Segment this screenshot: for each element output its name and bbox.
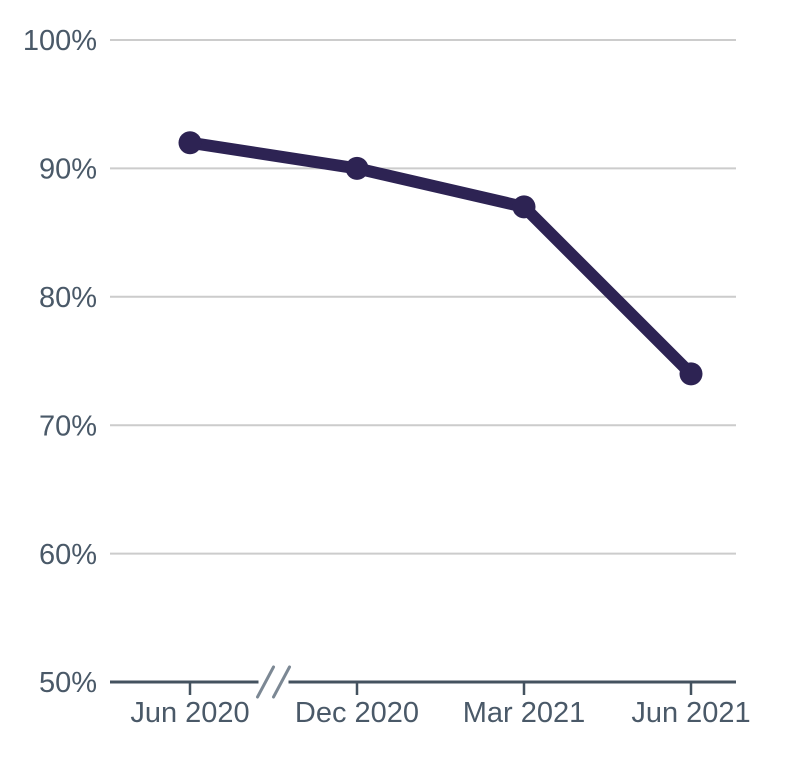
- axis-break-icon: [256, 665, 275, 699]
- x-axis-label: Dec 2020: [295, 697, 419, 729]
- y-axis-label: 80%: [39, 282, 97, 314]
- y-axis-label: 90%: [39, 154, 97, 186]
- data-point: [679, 362, 703, 386]
- y-axis-label: 100%: [23, 25, 97, 57]
- y-axis-label: 60%: [39, 539, 97, 571]
- x-axis-label: Jun 2021: [631, 697, 750, 729]
- data-point: [345, 156, 369, 180]
- data-point: [178, 131, 202, 155]
- y-axis-label: 70%: [39, 410, 97, 442]
- data-line: [184, 136, 697, 380]
- data-point: [512, 195, 536, 219]
- x-axis-label: Jun 2020: [130, 697, 249, 729]
- x-axis-label: Mar 2021: [463, 697, 586, 729]
- axis-break-icon: [272, 665, 291, 699]
- y-axis-label: 50%: [39, 667, 97, 699]
